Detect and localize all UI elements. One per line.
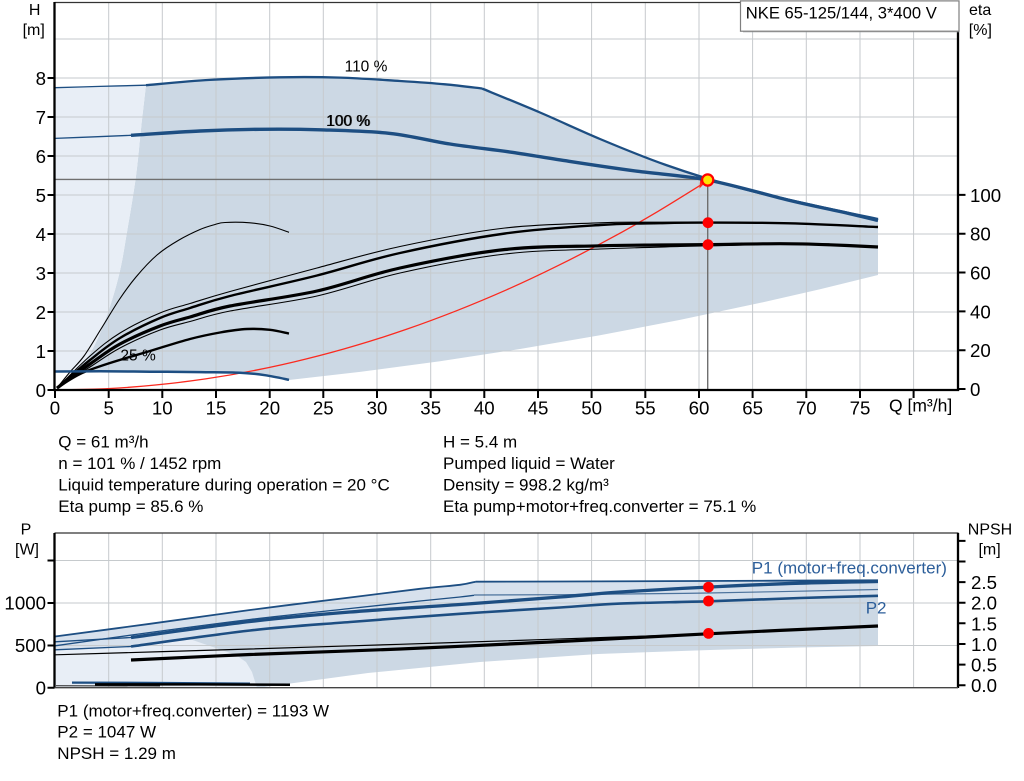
svg-text:Eta pump = 85.6 %: Eta pump = 85.6 % [58,497,203,516]
svg-text:3: 3 [36,263,46,284]
svg-text:1: 1 [36,341,46,362]
svg-text:20: 20 [259,397,280,418]
svg-text:40: 40 [970,301,991,322]
svg-text:110 %: 110 % [345,59,388,76]
svg-text:Q = 61 m³/h: Q = 61 m³/h [58,433,148,452]
svg-text:Density = 998.2 kg/m³: Density = 998.2 kg/m³ [443,476,609,495]
svg-text:55: 55 [635,397,656,418]
svg-text:30: 30 [367,397,388,418]
svg-text:2: 2 [36,302,46,323]
svg-text:[%]: [%] [969,22,992,39]
svg-text:500: 500 [15,635,46,656]
svg-text:P2 = 1047 W: P2 = 1047 W [57,723,156,742]
svg-text:6: 6 [36,146,46,167]
svg-text:5: 5 [103,397,113,418]
svg-text:65: 65 [742,397,763,418]
svg-text:P1 (motor+freq.converter): P1 (motor+freq.converter) [752,559,947,578]
svg-text:0: 0 [970,379,980,400]
svg-text:75: 75 [850,397,871,418]
svg-text:8: 8 [36,68,46,89]
svg-text:[m]: [m] [23,22,45,39]
svg-text:P2: P2 [866,599,887,618]
svg-text:1.0: 1.0 [971,634,997,655]
svg-text:Eta pump+motor+freq.converter: Eta pump+motor+freq.converter = 75.1 % [443,497,756,516]
svg-text:10: 10 [152,397,173,418]
svg-text:0: 0 [36,678,46,699]
svg-text:2.0: 2.0 [971,593,997,614]
svg-text:100 %: 100 % [327,113,371,130]
svg-text:[m]: [m] [978,542,1000,559]
svg-text:P1 (motor+freq.converter) = 11: P1 (motor+freq.converter) = 1193 W [57,701,329,720]
svg-text:NPSH: NPSH [968,522,1012,539]
svg-text:1000: 1000 [4,593,46,614]
svg-text:35: 35 [420,397,441,418]
svg-text:50: 50 [581,397,602,418]
svg-text:7: 7 [36,107,46,128]
svg-text:Pumped liquid = Water: Pumped liquid = Water [443,454,615,473]
svg-text:5: 5 [36,185,46,206]
svg-text:100: 100 [970,185,1001,206]
svg-text:70: 70 [796,397,817,418]
svg-text:25: 25 [313,397,334,418]
svg-text:0: 0 [36,380,46,401]
svg-text:4: 4 [36,224,46,245]
svg-text:NKE 65-125/144, 3*400 V: NKE 65-125/144, 3*400 V [746,3,937,22]
svg-text:Liquid temperature during oper: Liquid temperature during operation = 20… [58,476,389,495]
svg-text:NPSH = 1.29 m: NPSH = 1.29 m [57,744,176,763]
svg-text:eta: eta [969,2,991,19]
svg-text:H: H [29,2,41,19]
svg-text:[W]: [W] [15,542,39,559]
svg-text:60: 60 [970,263,991,284]
svg-text:25 %: 25 % [120,348,156,365]
svg-text:1.5: 1.5 [971,613,997,634]
svg-text:40: 40 [474,397,495,418]
svg-text:0.5: 0.5 [971,655,997,676]
svg-text:60: 60 [689,397,710,418]
svg-text:H = 5.4 m: H = 5.4 m [443,433,517,452]
svg-text:Q [m³/h]: Q [m³/h] [889,396,952,416]
svg-text:80: 80 [970,224,991,245]
svg-text:n = 101 % / 1452 rpm: n = 101 % / 1452 rpm [58,454,221,473]
svg-text:P: P [21,522,32,539]
svg-text:0.0: 0.0 [971,675,997,696]
svg-text:45: 45 [528,397,549,418]
svg-text:2.5: 2.5 [971,572,997,593]
svg-text:100 %: 100 % [326,113,370,130]
svg-text:0: 0 [50,397,60,418]
svg-text:15: 15 [206,397,227,418]
svg-text:20: 20 [970,340,991,361]
